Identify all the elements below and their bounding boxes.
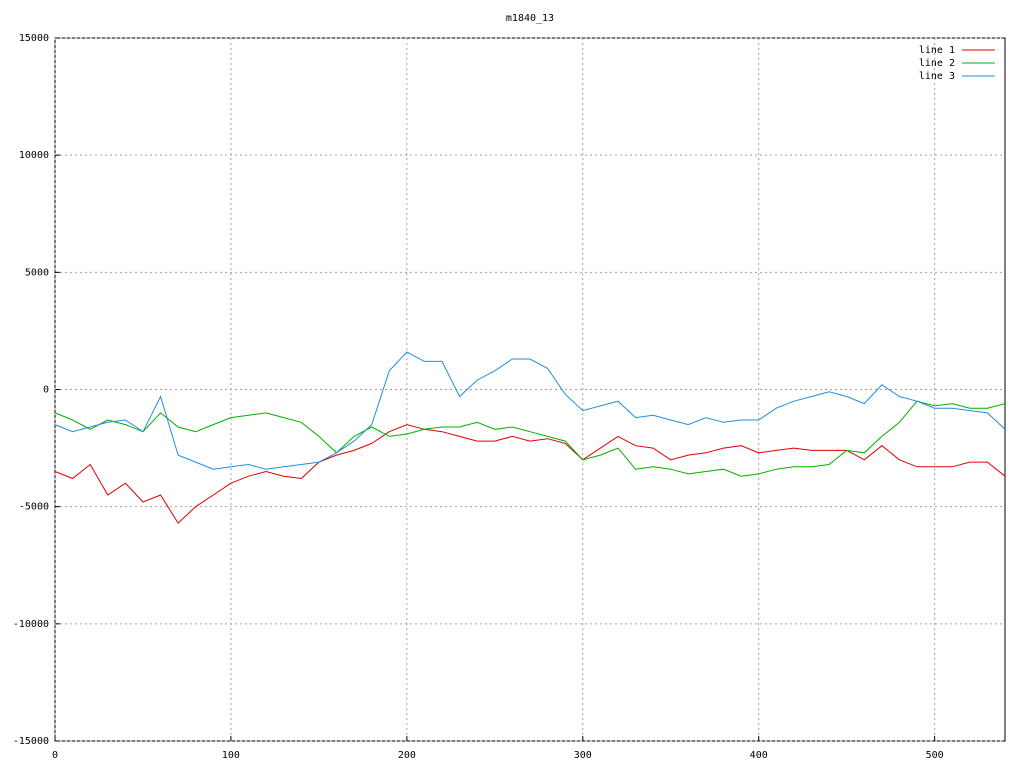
chart-title: m1840_13 — [506, 13, 554, 24]
x-tick-label: 100 — [222, 750, 240, 761]
y-tick-label: -15000 — [13, 736, 49, 747]
data-line — [54, 424, 1006, 524]
y-tick-label: -10000 — [13, 619, 49, 630]
x-tick-label: 0 — [52, 750, 58, 761]
y-tick-label: 5000 — [25, 267, 49, 278]
y-tick-label: 15000 — [19, 33, 49, 44]
legend-label: line 1 — [919, 45, 955, 56]
x-tick-label: 300 — [574, 750, 592, 761]
legend-label: line 3 — [919, 71, 955, 82]
y-tick-label: 0 — [43, 385, 49, 396]
x-tick-label: 200 — [398, 750, 416, 761]
data-line — [54, 351, 1006, 470]
y-tick-label: -5000 — [19, 502, 49, 513]
x-tick-label: 400 — [750, 750, 768, 761]
y-tick-label: 10000 — [19, 150, 49, 161]
legend-label: line 2 — [919, 58, 955, 69]
data-line — [54, 400, 1006, 477]
x-tick-label: 500 — [926, 750, 944, 761]
